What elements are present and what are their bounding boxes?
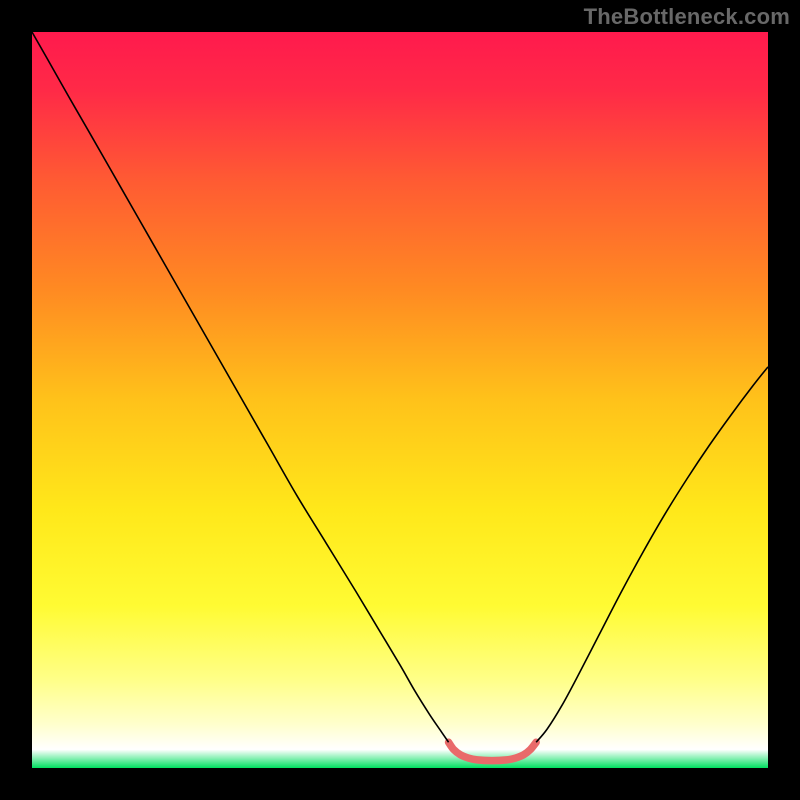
watermark-text: TheBottleneck.com [584,4,790,30]
bottleneck-chart [0,0,800,800]
chart-frame: TheBottleneck.com [0,0,800,800]
chart-background [32,32,768,768]
